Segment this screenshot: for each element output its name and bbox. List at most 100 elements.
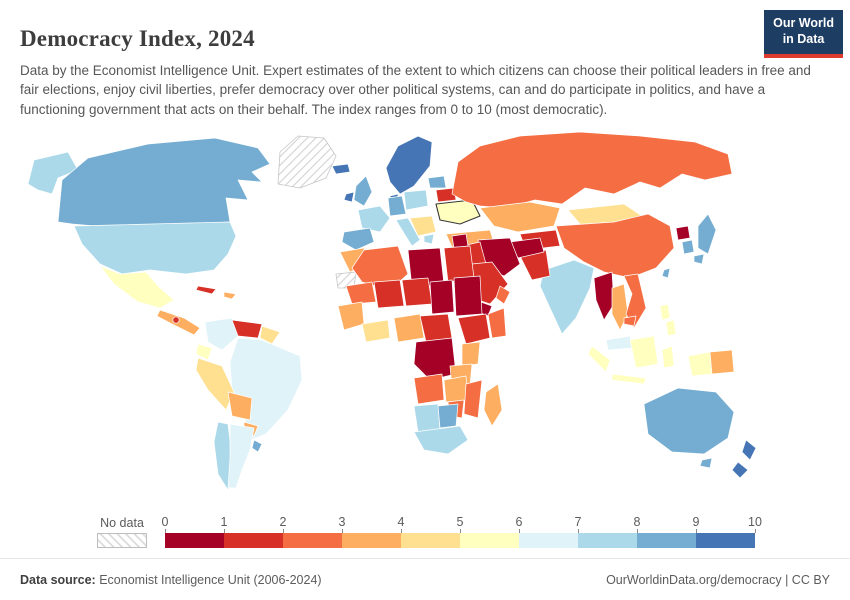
region-south-africa[interactable] bbox=[413, 425, 469, 455]
region-vietnam-laos[interactable] bbox=[623, 273, 647, 329]
region-angola[interactable] bbox=[413, 373, 445, 405]
region-kenya[interactable] bbox=[461, 341, 481, 367]
region-sulawesi[interactable] bbox=[661, 345, 675, 369]
region-namibia[interactable] bbox=[413, 403, 441, 433]
region-mauritania[interactable] bbox=[345, 281, 377, 305]
region-japan-south[interactable] bbox=[693, 253, 705, 265]
region-sudan[interactable] bbox=[453, 275, 483, 317]
region-ireland[interactable] bbox=[343, 191, 355, 203]
region-papua-new-guinea[interactable] bbox=[709, 349, 735, 375]
owid-logo-line1: Our World bbox=[773, 16, 834, 30]
region-nicaragua[interactable] bbox=[172, 316, 180, 324]
region-syria[interactable] bbox=[451, 233, 469, 249]
legend-tick-label: 4 bbox=[397, 515, 405, 529]
region-brazil[interactable] bbox=[229, 337, 303, 441]
region-canada[interactable] bbox=[57, 137, 271, 227]
legend-tick-label: 3 bbox=[338, 515, 346, 529]
region-somalia[interactable] bbox=[487, 307, 507, 339]
region-zambia[interactable] bbox=[443, 375, 469, 403]
region-south-korea[interactable] bbox=[681, 239, 695, 255]
region-new-zealand-north[interactable] bbox=[741, 439, 757, 461]
region-ghana-ivory-coast[interactable] bbox=[361, 319, 391, 343]
region-ethiopia[interactable] bbox=[457, 313, 491, 345]
region-madagascar[interactable] bbox=[483, 383, 503, 427]
region-australia[interactable] bbox=[643, 387, 735, 455]
region-argentina[interactable] bbox=[227, 423, 255, 489]
legend-bin-8-9[interactable] bbox=[637, 533, 696, 548]
region-cuba[interactable] bbox=[195, 285, 217, 295]
region-bolivia[interactable] bbox=[227, 391, 253, 421]
region-kazakhstan[interactable] bbox=[479, 201, 561, 233]
legend-tick-labels: 0 1 2 3 4 5 6 7 8 9 10 bbox=[161, 515, 762, 529]
legend-tick-label: 2 bbox=[279, 515, 287, 529]
region-sumatra[interactable] bbox=[587, 345, 611, 373]
legend-bin-5-6[interactable] bbox=[460, 533, 519, 548]
region-balkans[interactable] bbox=[409, 215, 437, 237]
region-venezuela[interactable] bbox=[231, 319, 263, 339]
region-west-papua[interactable] bbox=[687, 351, 713, 377]
region-greece[interactable] bbox=[423, 233, 435, 245]
region-borneo[interactable] bbox=[629, 335, 659, 369]
region-mexico[interactable] bbox=[99, 265, 175, 309]
region-germany[interactable] bbox=[387, 195, 407, 217]
region-scandinavia[interactable] bbox=[385, 135, 433, 195]
region-west-africa[interactable] bbox=[337, 301, 365, 331]
region-france[interactable] bbox=[357, 205, 391, 233]
region-chad[interactable] bbox=[429, 279, 455, 315]
region-china[interactable] bbox=[555, 213, 675, 279]
region-myanmar[interactable] bbox=[593, 271, 615, 321]
region-spain[interactable] bbox=[341, 227, 375, 251]
chart-footer: Data source: Economist Intelligence Unit… bbox=[0, 558, 850, 600]
region-italy[interactable] bbox=[395, 217, 421, 247]
region-alaska[interactable] bbox=[27, 151, 79, 195]
legend-tick-label: 5 bbox=[456, 515, 464, 529]
region-india[interactable] bbox=[539, 259, 595, 335]
legend-bin-6-7[interactable] bbox=[519, 533, 578, 548]
legend-bin-2-3[interactable] bbox=[283, 533, 342, 548]
region-japan[interactable] bbox=[697, 213, 717, 255]
region-hispaniola[interactable] bbox=[223, 291, 237, 300]
region-colombia[interactable] bbox=[204, 317, 239, 351]
region-iceland[interactable] bbox=[331, 163, 351, 175]
legend-tick-label: 7 bbox=[574, 515, 582, 529]
data-source-text: Data source: Economist Intelligence Unit… bbox=[20, 572, 322, 587]
region-java[interactable] bbox=[611, 373, 647, 385]
legend-tick-label: 10 bbox=[748, 515, 762, 529]
region-oman[interactable] bbox=[495, 285, 511, 305]
region-mozambique[interactable] bbox=[463, 379, 483, 419]
region-baltics[interactable] bbox=[427, 175, 447, 189]
region-new-zealand-south[interactable] bbox=[731, 461, 749, 479]
legend-tick-label: 0 bbox=[161, 515, 169, 529]
region-peru[interactable] bbox=[195, 357, 235, 411]
region-drc[interactable] bbox=[413, 337, 457, 381]
region-nigeria[interactable] bbox=[393, 313, 425, 343]
region-philippines-north[interactable] bbox=[659, 303, 671, 321]
region-philippines-south[interactable] bbox=[665, 319, 677, 337]
region-botswana[interactable] bbox=[437, 403, 459, 429]
region-north-korea[interactable] bbox=[675, 225, 691, 241]
region-greenland-no-data[interactable] bbox=[277, 135, 337, 189]
owid-logo[interactable]: Our World in Data bbox=[764, 10, 843, 58]
region-tasmania[interactable] bbox=[699, 457, 713, 469]
region-mali[interactable] bbox=[373, 279, 405, 309]
legend-bin-3-4[interactable] bbox=[342, 533, 401, 548]
region-russia[interactable] bbox=[451, 131, 733, 209]
region-taiwan[interactable] bbox=[661, 267, 671, 279]
legend-bin-0-1[interactable] bbox=[165, 533, 224, 548]
legend-bin-7-8[interactable] bbox=[578, 533, 637, 548]
region-usa[interactable] bbox=[73, 221, 237, 275]
region-cameroon-car[interactable] bbox=[419, 313, 453, 343]
region-uk[interactable] bbox=[353, 175, 373, 207]
region-niger[interactable] bbox=[401, 277, 433, 307]
region-belarus[interactable] bbox=[435, 187, 457, 203]
legend-no-data-swatch[interactable] bbox=[97, 533, 147, 548]
region-uruguay[interactable] bbox=[251, 439, 263, 453]
region-ecuador[interactable] bbox=[195, 343, 213, 361]
region-central-europe[interactable] bbox=[403, 189, 429, 211]
legend-bin-9-10[interactable] bbox=[696, 533, 755, 548]
region-cambodia[interactable] bbox=[623, 315, 637, 327]
legend-bin-1-2[interactable] bbox=[224, 533, 283, 548]
region-malaysia[interactable] bbox=[605, 335, 633, 351]
legend-bin-4-5[interactable] bbox=[401, 533, 460, 548]
owid-url-license-link[interactable]: OurWorldinData.org/democracy | CC BY bbox=[606, 572, 830, 587]
